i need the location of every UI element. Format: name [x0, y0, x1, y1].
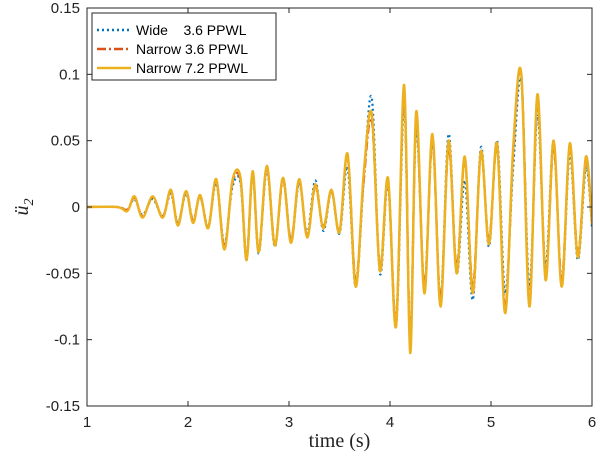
legend-label-narrow-7.2: Narrow 7.2 PPWL — [136, 60, 248, 76]
x-axis: 1 2 3 4 5 6 — [83, 8, 596, 431]
y-tick-label: 0.05 — [51, 133, 80, 150]
x-tick-label: 6 — [588, 414, 596, 431]
series-group — [87, 66, 592, 355]
legend-label-wide-3.6: Wide 3.6 PPWL — [136, 22, 247, 38]
y-axis-label-subscript: 2 — [22, 199, 37, 206]
y-tick-label: -0.15 — [46, 398, 80, 415]
legend: Wide 3.6 PPWL Narrow 3.6 PPWL Narrow 7.2… — [91, 12, 277, 81]
svg-text:ü2: ü2 — [11, 199, 37, 216]
y-tick-label: 0.15 — [51, 0, 80, 17]
y-axis-label-main: ü — [11, 206, 33, 216]
y-axis: -0.15 -0.1 -0.05 0 0.05 0.1 0.15 — [46, 0, 592, 415]
y-tick-label: 0.1 — [59, 66, 80, 83]
x-tick-label: 5 — [487, 414, 495, 431]
y-tick-label: -0.1 — [54, 332, 80, 349]
y-tick-label: -0.05 — [46, 265, 80, 282]
x-tick-label: 4 — [386, 414, 394, 431]
y-axis-label: ü2 — [11, 199, 37, 216]
x-tick-label: 2 — [184, 414, 192, 431]
x-tick-label: 1 — [83, 414, 91, 431]
y-tick-label: 0 — [72, 199, 80, 216]
series-line-3 — [87, 66, 592, 355]
x-axis-label: time (s) — [309, 430, 371, 452]
legend-label-narrow-3.6: Narrow 3.6 PPWL — [136, 41, 248, 57]
x-tick-label: 3 — [285, 414, 293, 431]
